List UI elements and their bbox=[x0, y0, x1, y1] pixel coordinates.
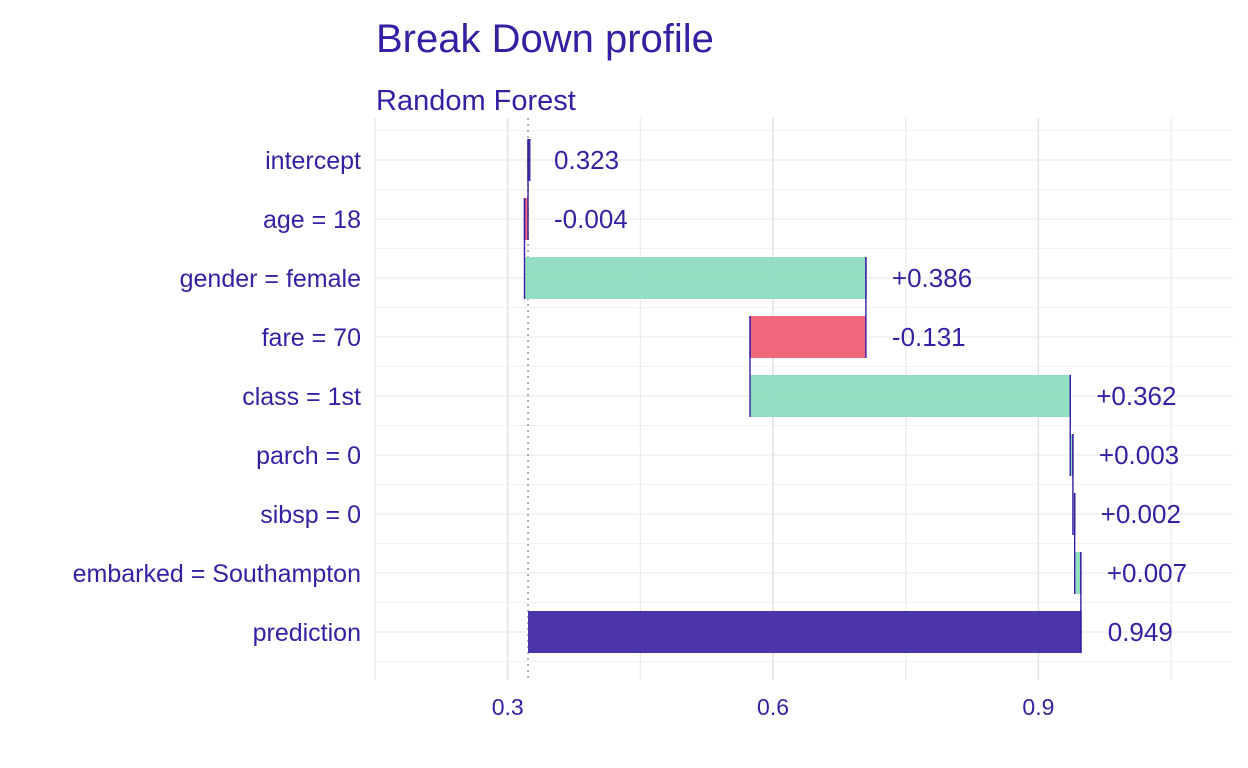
category-label: sibsp = 0 bbox=[260, 501, 361, 529]
category-label: embarked = Southampton bbox=[73, 560, 361, 588]
bar-contribution bbox=[524, 257, 866, 299]
category-label: age = 18 bbox=[263, 206, 361, 234]
value-label: +0.362 bbox=[1096, 381, 1176, 411]
category-label: gender = female bbox=[180, 265, 361, 293]
category-label: intercept bbox=[265, 147, 361, 175]
chart-subtitle: Random Forest bbox=[376, 85, 576, 117]
labels-layer: 0.3 0.6 0.9 0.323 intercept -0.004 age = 18 +0.… bbox=[73, 145, 1188, 720]
x-tick-label: 0.9 bbox=[1022, 694, 1054, 720]
bar-prediction bbox=[528, 611, 1082, 653]
value-label: -0.004 bbox=[554, 204, 628, 234]
value-label: +0.007 bbox=[1107, 558, 1187, 588]
value-label: +0.003 bbox=[1099, 440, 1179, 470]
bar-contribution bbox=[750, 316, 866, 358]
bar-contribution bbox=[750, 375, 1071, 417]
value-label: +0.002 bbox=[1101, 499, 1181, 529]
value-label: -0.131 bbox=[892, 322, 966, 352]
bar-contribution bbox=[524, 198, 529, 240]
value-label: 0.323 bbox=[554, 145, 619, 175]
bar-contribution bbox=[1070, 434, 1073, 476]
category-label: parch = 0 bbox=[256, 442, 361, 470]
x-tick-label: 0.3 bbox=[492, 694, 524, 720]
category-label: fare = 70 bbox=[262, 324, 361, 352]
bar-contribution bbox=[1074, 552, 1081, 594]
bar-intercept bbox=[528, 139, 531, 181]
chart-title: Break Down profile bbox=[376, 17, 714, 61]
category-label: prediction bbox=[253, 619, 361, 647]
bars-layer bbox=[523, 118, 1082, 680]
category-label: class = 1st bbox=[242, 383, 361, 411]
value-label: 0.949 bbox=[1108, 617, 1173, 647]
x-tick-label: 0.6 bbox=[757, 694, 789, 720]
value-label: +0.386 bbox=[892, 263, 972, 293]
